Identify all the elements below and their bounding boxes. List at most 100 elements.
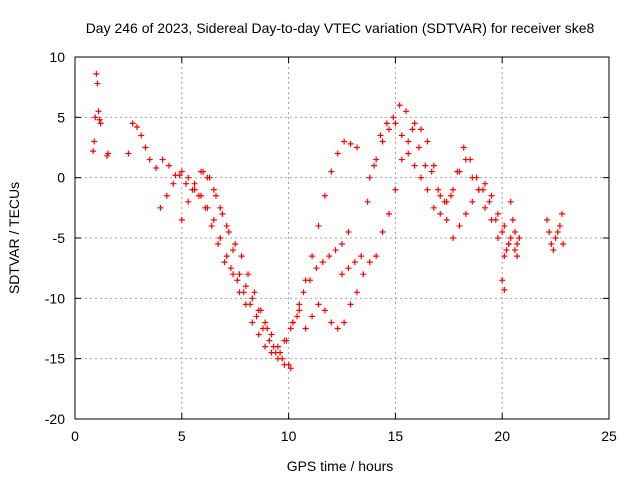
data-point [208,222,215,229]
data-point [499,228,506,235]
data-point [405,150,412,157]
data-point [210,186,217,193]
data-point [494,235,501,241]
data-point [347,301,354,308]
data-point [315,301,322,308]
data-point [264,325,271,332]
data-point [512,247,519,254]
x-tick-label: 0 [71,428,79,444]
data-point [437,192,444,199]
data-point [353,289,360,296]
data-point [347,140,354,147]
data-point [300,289,307,296]
data-point [345,228,352,235]
data-point [422,162,429,169]
data-point [217,204,224,211]
data-point [215,241,222,248]
data-point [505,241,512,248]
data-point [279,355,286,362]
data-point [232,241,239,248]
chart-title: Day 246 of 2023, Sidereal Day-to-day VTE… [86,20,595,36]
data-point [223,253,230,260]
data-point [326,253,333,260]
data-point [238,253,245,260]
data-point [390,114,397,121]
data-point [157,204,164,211]
data-point [95,108,102,115]
data-point [403,108,410,115]
data-point [559,210,566,217]
data-point [96,116,103,123]
data-point [294,313,301,320]
y-axis-label: SDTVAR / TECUs [6,182,22,294]
y-tick-label: -10 [45,290,65,306]
data-point [219,210,226,217]
data-point [373,156,380,163]
data-point [546,228,553,235]
data-point [507,235,514,241]
data-point [398,156,405,163]
y-tick-label: -20 [45,411,65,427]
data-point [514,241,521,248]
data-point [93,70,100,77]
data-point [334,150,341,157]
data-point [424,138,431,145]
data-point [185,174,192,181]
data-point [443,216,450,223]
data-point [178,216,185,223]
data-point [486,198,493,205]
data-point [509,216,516,223]
data-point [202,204,209,211]
data-point [176,172,183,179]
data-point [366,259,373,266]
data-point [554,228,561,235]
data-point [435,186,442,193]
data-point [411,162,418,169]
data-point [245,271,252,278]
data-point [185,198,192,205]
data-point [443,198,450,205]
data-point [339,241,345,248]
data-point [91,138,98,145]
data-point [503,247,510,254]
data-point [360,271,367,278]
data-point [221,259,228,266]
data-point [165,162,172,169]
data-point [437,210,444,217]
data-point [556,222,563,229]
data-point [552,235,559,241]
data-point [210,216,217,223]
data-point [364,198,371,205]
data-point [236,271,243,278]
data-point [321,307,328,314]
data-points [90,70,567,372]
data-point [255,331,262,338]
data-point [396,102,403,109]
data-point [133,123,140,130]
data-point [105,150,112,157]
data-point [475,186,482,193]
data-point [225,228,232,235]
data-point [302,277,309,284]
data-point [212,192,219,199]
data-point [482,204,489,211]
data-point [262,343,269,350]
axis-ticks: 0 5 10 15 20 25 -20 -15 -10 -5 0 5 10 [45,49,617,444]
data-point [430,162,437,169]
data-point [501,286,508,293]
data-point [183,180,190,187]
data-point [289,319,296,326]
data-point [424,186,431,193]
data-point [488,192,495,199]
data-point [332,247,339,254]
data-point [268,331,275,338]
data-point [159,156,166,163]
data-point [296,301,303,308]
data-point [499,277,506,284]
data-point [206,174,213,181]
x-tick-label: 5 [178,428,186,444]
data-point [560,241,567,248]
data-point [373,253,380,260]
data-point [392,186,399,193]
data-point [409,126,416,133]
